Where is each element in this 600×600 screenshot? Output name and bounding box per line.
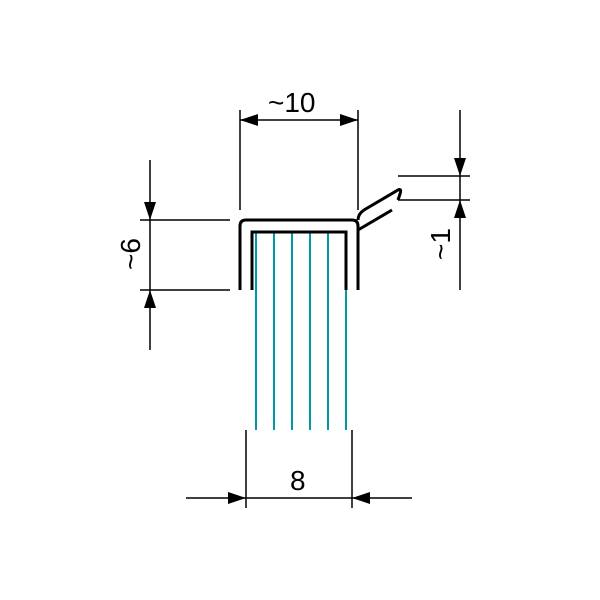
dim-top-prefix: ~: [268, 87, 284, 118]
dim-left-value: 6: [115, 238, 146, 254]
svg-text:~1: ~1: [425, 228, 456, 260]
dim-top-value: 10: [284, 87, 315, 118]
dim-left: ~6: [115, 160, 230, 350]
dim-right: ~1: [398, 110, 470, 290]
dim-bottom-value: 8: [290, 465, 306, 496]
dim-right-prefix: ~: [425, 244, 456, 260]
dim-right-value: 1: [425, 228, 456, 244]
dim-bottom: 8: [186, 430, 412, 508]
glass-panel: [256, 232, 346, 430]
svg-text:~6: ~6: [115, 238, 146, 270]
dim-top: ~10: [240, 87, 358, 210]
profile-clip: [240, 190, 401, 291]
svg-text:~10: ~10: [268, 87, 316, 118]
dim-left-prefix: ~: [115, 254, 146, 270]
